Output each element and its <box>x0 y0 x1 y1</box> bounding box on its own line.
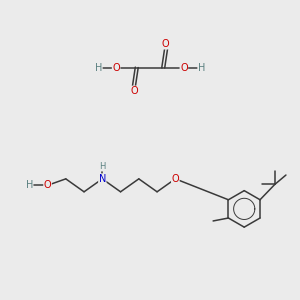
Text: O: O <box>172 174 179 184</box>
Text: H: H <box>99 162 106 171</box>
Text: O: O <box>112 63 120 73</box>
Text: O: O <box>161 39 169 49</box>
Text: N: N <box>99 174 106 184</box>
Text: O: O <box>44 180 51 190</box>
Text: O: O <box>180 63 188 73</box>
Text: H: H <box>198 63 205 73</box>
Text: H: H <box>95 63 102 73</box>
Text: H: H <box>26 180 33 190</box>
Text: O: O <box>131 86 139 96</box>
